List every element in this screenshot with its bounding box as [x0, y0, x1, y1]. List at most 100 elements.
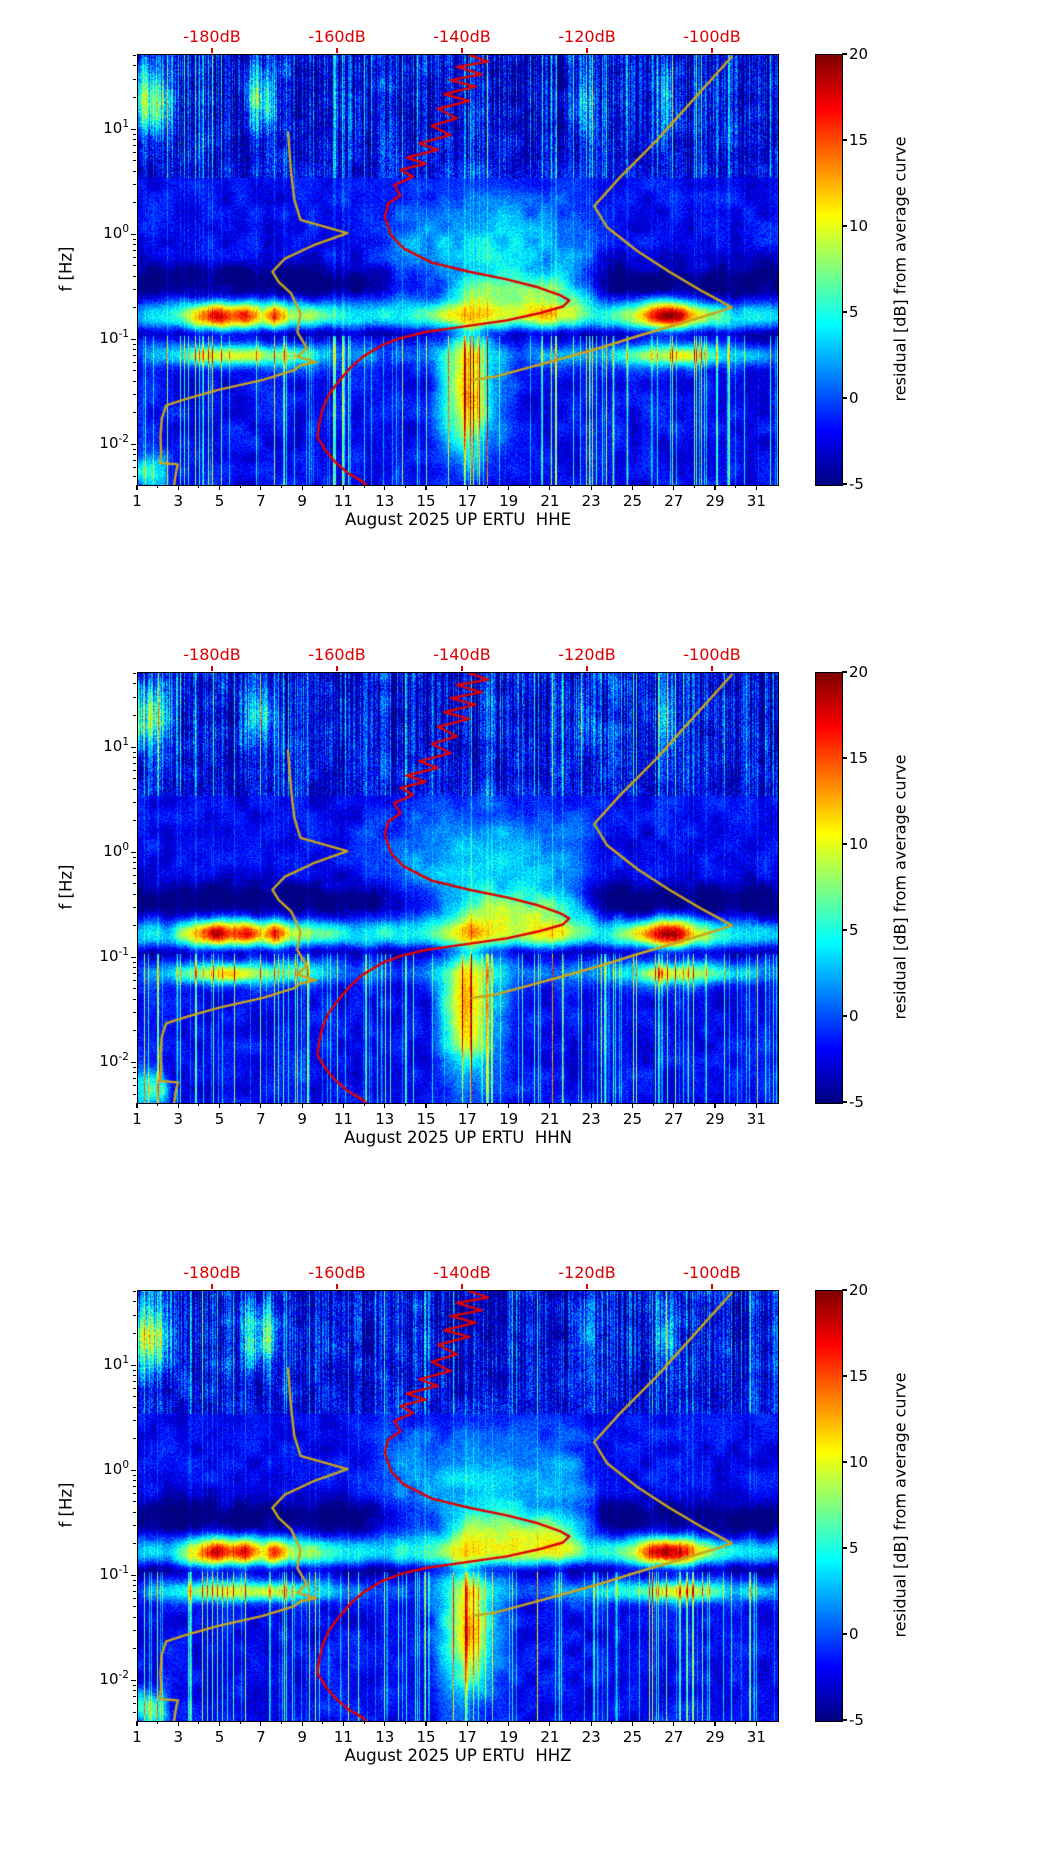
x-tick-mark: [508, 485, 510, 491]
y-axis-label: f [Hz]: [56, 1482, 76, 1528]
x-tick-label: 7: [256, 1728, 266, 1746]
x-tick-mark: [301, 1721, 303, 1727]
y-minor-tick-mark: [132, 362, 136, 364]
y-minor-tick-mark: [132, 380, 136, 382]
top-db-tick-label: -140dB: [433, 27, 491, 46]
x-tick-mark: [590, 1103, 592, 1109]
y-minor-tick-mark: [132, 349, 136, 351]
x-minor-tick-mark: [570, 485, 572, 489]
spectrogram-panel-hhn: f [Hz] August 2025 UP ERTU HHN residual …: [40, 634, 1052, 1236]
x-tick-label: 5: [214, 492, 225, 510]
colorbar-tick-mark: [842, 53, 847, 55]
colorbar-tick-mark: [842, 1101, 847, 1103]
x-tick-label: 1: [132, 1728, 142, 1746]
x-tick-mark: [260, 1103, 262, 1109]
y-minor-tick-mark: [132, 1438, 136, 1440]
x-minor-tick-mark: [322, 1721, 324, 1725]
x-minor-tick-mark: [157, 485, 159, 489]
x-tick-label: 17: [457, 1728, 477, 1746]
colorbar-label: residual [dB] from average curve: [890, 136, 910, 402]
spectrogram-heatmap-canvas: [138, 55, 778, 485]
colorbar-tick-mark: [842, 1289, 847, 1291]
x-tick-label: 31: [746, 1110, 766, 1128]
y-minor-tick-mark: [132, 1085, 136, 1087]
colorbar-tick-mark: [842, 929, 847, 931]
x-tick-mark: [590, 1721, 592, 1727]
plot-area: [137, 1290, 779, 1722]
y-minor-tick-mark: [132, 1066, 136, 1068]
y-minor-tick-mark: [132, 78, 136, 80]
x-tick-mark: [631, 1721, 634, 1727]
x-tick-mark: [673, 1721, 675, 1727]
x-tick-label: 27: [664, 1110, 684, 1128]
colorbar-tick-mark: [842, 671, 847, 673]
x-tick-mark: [631, 1103, 634, 1109]
y-minor-tick-mark: [132, 1388, 136, 1390]
colorbar-tick-mark: [842, 1015, 847, 1017]
x-tick-mark: [260, 1721, 262, 1727]
y-tick-label: 10-1: [99, 1564, 129, 1584]
colorbar: [815, 1290, 843, 1722]
x-tick-mark: [177, 485, 179, 491]
x-minor-tick-mark: [652, 1103, 654, 1107]
colorbar-tick-label: -5: [849, 475, 864, 493]
spectrogram-heatmap-canvas: [138, 673, 778, 1103]
y-minor-tick-mark: [132, 393, 136, 395]
y-minor-tick-mark: [132, 243, 136, 245]
y-minor-tick-mark: [132, 1493, 136, 1495]
colorbar-tick-mark: [842, 1719, 847, 1721]
x-tick-label: 11: [333, 1728, 353, 1746]
spectrogram-heatmap-canvas: [138, 1291, 778, 1721]
colorbar-tick-label: 10: [849, 217, 869, 235]
x-tick-label: 9: [297, 1110, 307, 1128]
x-tick-mark: [673, 1103, 675, 1109]
y-minor-tick-mark: [132, 1291, 136, 1293]
x-tick-label: 17: [457, 1110, 477, 1128]
y-minor-tick-mark: [132, 1696, 136, 1698]
plot-area: [137, 54, 779, 486]
x-tick-label: 13: [375, 1728, 395, 1746]
y-minor-tick-mark: [132, 1684, 136, 1686]
figure-spectral-residuals: f [Hz] August 2025 UP ERTU HHE residual …: [0, 16, 1052, 1854]
top-db-tick-mark: [711, 47, 713, 53]
colorbar-tick-mark: [842, 1633, 847, 1635]
x-tick-mark: [549, 1721, 551, 1727]
y-tick-mark: [130, 1364, 136, 1366]
top-db-tick-label: -140dB: [433, 1263, 491, 1282]
x-tick-mark: [466, 1721, 468, 1727]
x-tick-label: 3: [173, 492, 184, 510]
y-tick-label: 10-2: [99, 433, 129, 453]
x-minor-tick-mark: [446, 1721, 448, 1725]
y-tick-mark: [130, 851, 136, 853]
y-minor-tick-mark: [132, 1543, 136, 1545]
x-minor-tick-mark: [157, 1721, 159, 1725]
y-minor-tick-mark: [132, 756, 136, 758]
y-minor-tick-mark: [132, 152, 136, 154]
x-tick-mark: [590, 485, 592, 491]
top-db-tick-label: -160dB: [308, 1263, 366, 1282]
colorbar: [815, 54, 843, 486]
x-tick-mark: [218, 1103, 221, 1109]
spectrogram-panel-hhe: f [Hz] August 2025 UP ERTU HHE residual …: [40, 16, 1052, 618]
y-tick-label: 101: [103, 1354, 129, 1374]
y-minor-tick-mark: [132, 696, 136, 698]
y-minor-tick-mark: [132, 856, 136, 858]
y-minor-tick-mark: [132, 893, 136, 895]
x-tick-label: 19: [499, 1110, 519, 1128]
x-axis-label: August 2025 UP ERTU HHN: [344, 1128, 572, 1147]
y-minor-tick-mark: [132, 861, 136, 863]
y-minor-tick-mark: [132, 1524, 136, 1526]
y-tick-label: 100: [103, 223, 129, 243]
x-minor-tick-mark: [487, 1721, 489, 1725]
y-minor-tick-mark: [132, 370, 136, 372]
spectrogram-panel-hhz: f [Hz] August 2025 UP ERTU HHZ residual …: [40, 1252, 1052, 1854]
y-minor-tick-mark: [132, 1419, 136, 1421]
colorbar-tick-mark: [842, 1461, 847, 1463]
colorbar-tick-mark: [842, 483, 847, 485]
x-tick-label: 19: [499, 492, 519, 510]
colorbar-tick-label: 0: [849, 389, 859, 407]
y-minor-tick-mark: [132, 751, 136, 753]
y-minor-tick-mark: [132, 265, 136, 267]
y-tick-mark: [130, 746, 136, 748]
y-minor-tick-mark: [132, 1093, 136, 1095]
